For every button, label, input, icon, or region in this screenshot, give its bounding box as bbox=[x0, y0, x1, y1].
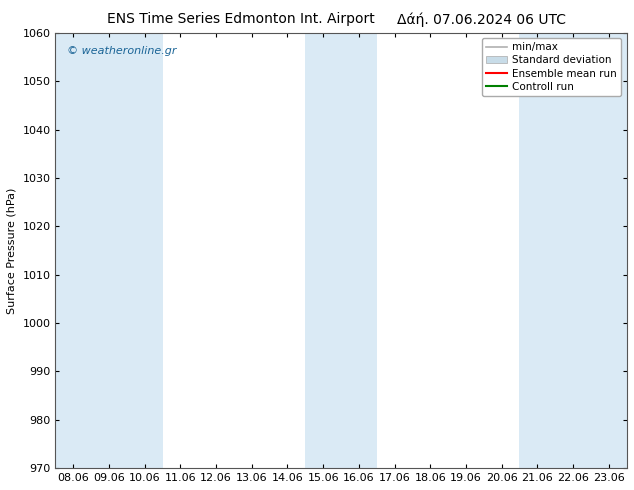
Bar bbox=[519, 33, 555, 468]
Bar bbox=[127, 33, 162, 468]
Bar bbox=[56, 33, 91, 468]
Bar bbox=[306, 33, 341, 468]
Text: © weatheronline.gr: © weatheronline.gr bbox=[67, 46, 176, 56]
Text: ENS Time Series Edmonton Int. Airport: ENS Time Series Edmonton Int. Airport bbox=[107, 12, 375, 26]
Bar bbox=[91, 33, 127, 468]
Text: Δάή. 07.06.2024 06 UTC: Δάή. 07.06.2024 06 UTC bbox=[398, 12, 566, 27]
Y-axis label: Surface Pressure (hPa): Surface Pressure (hPa) bbox=[7, 187, 17, 314]
Legend: min/max, Standard deviation, Ensemble mean run, Controll run: min/max, Standard deviation, Ensemble me… bbox=[482, 38, 621, 96]
Bar bbox=[341, 33, 377, 468]
Bar bbox=[555, 33, 591, 468]
Bar bbox=[591, 33, 626, 468]
